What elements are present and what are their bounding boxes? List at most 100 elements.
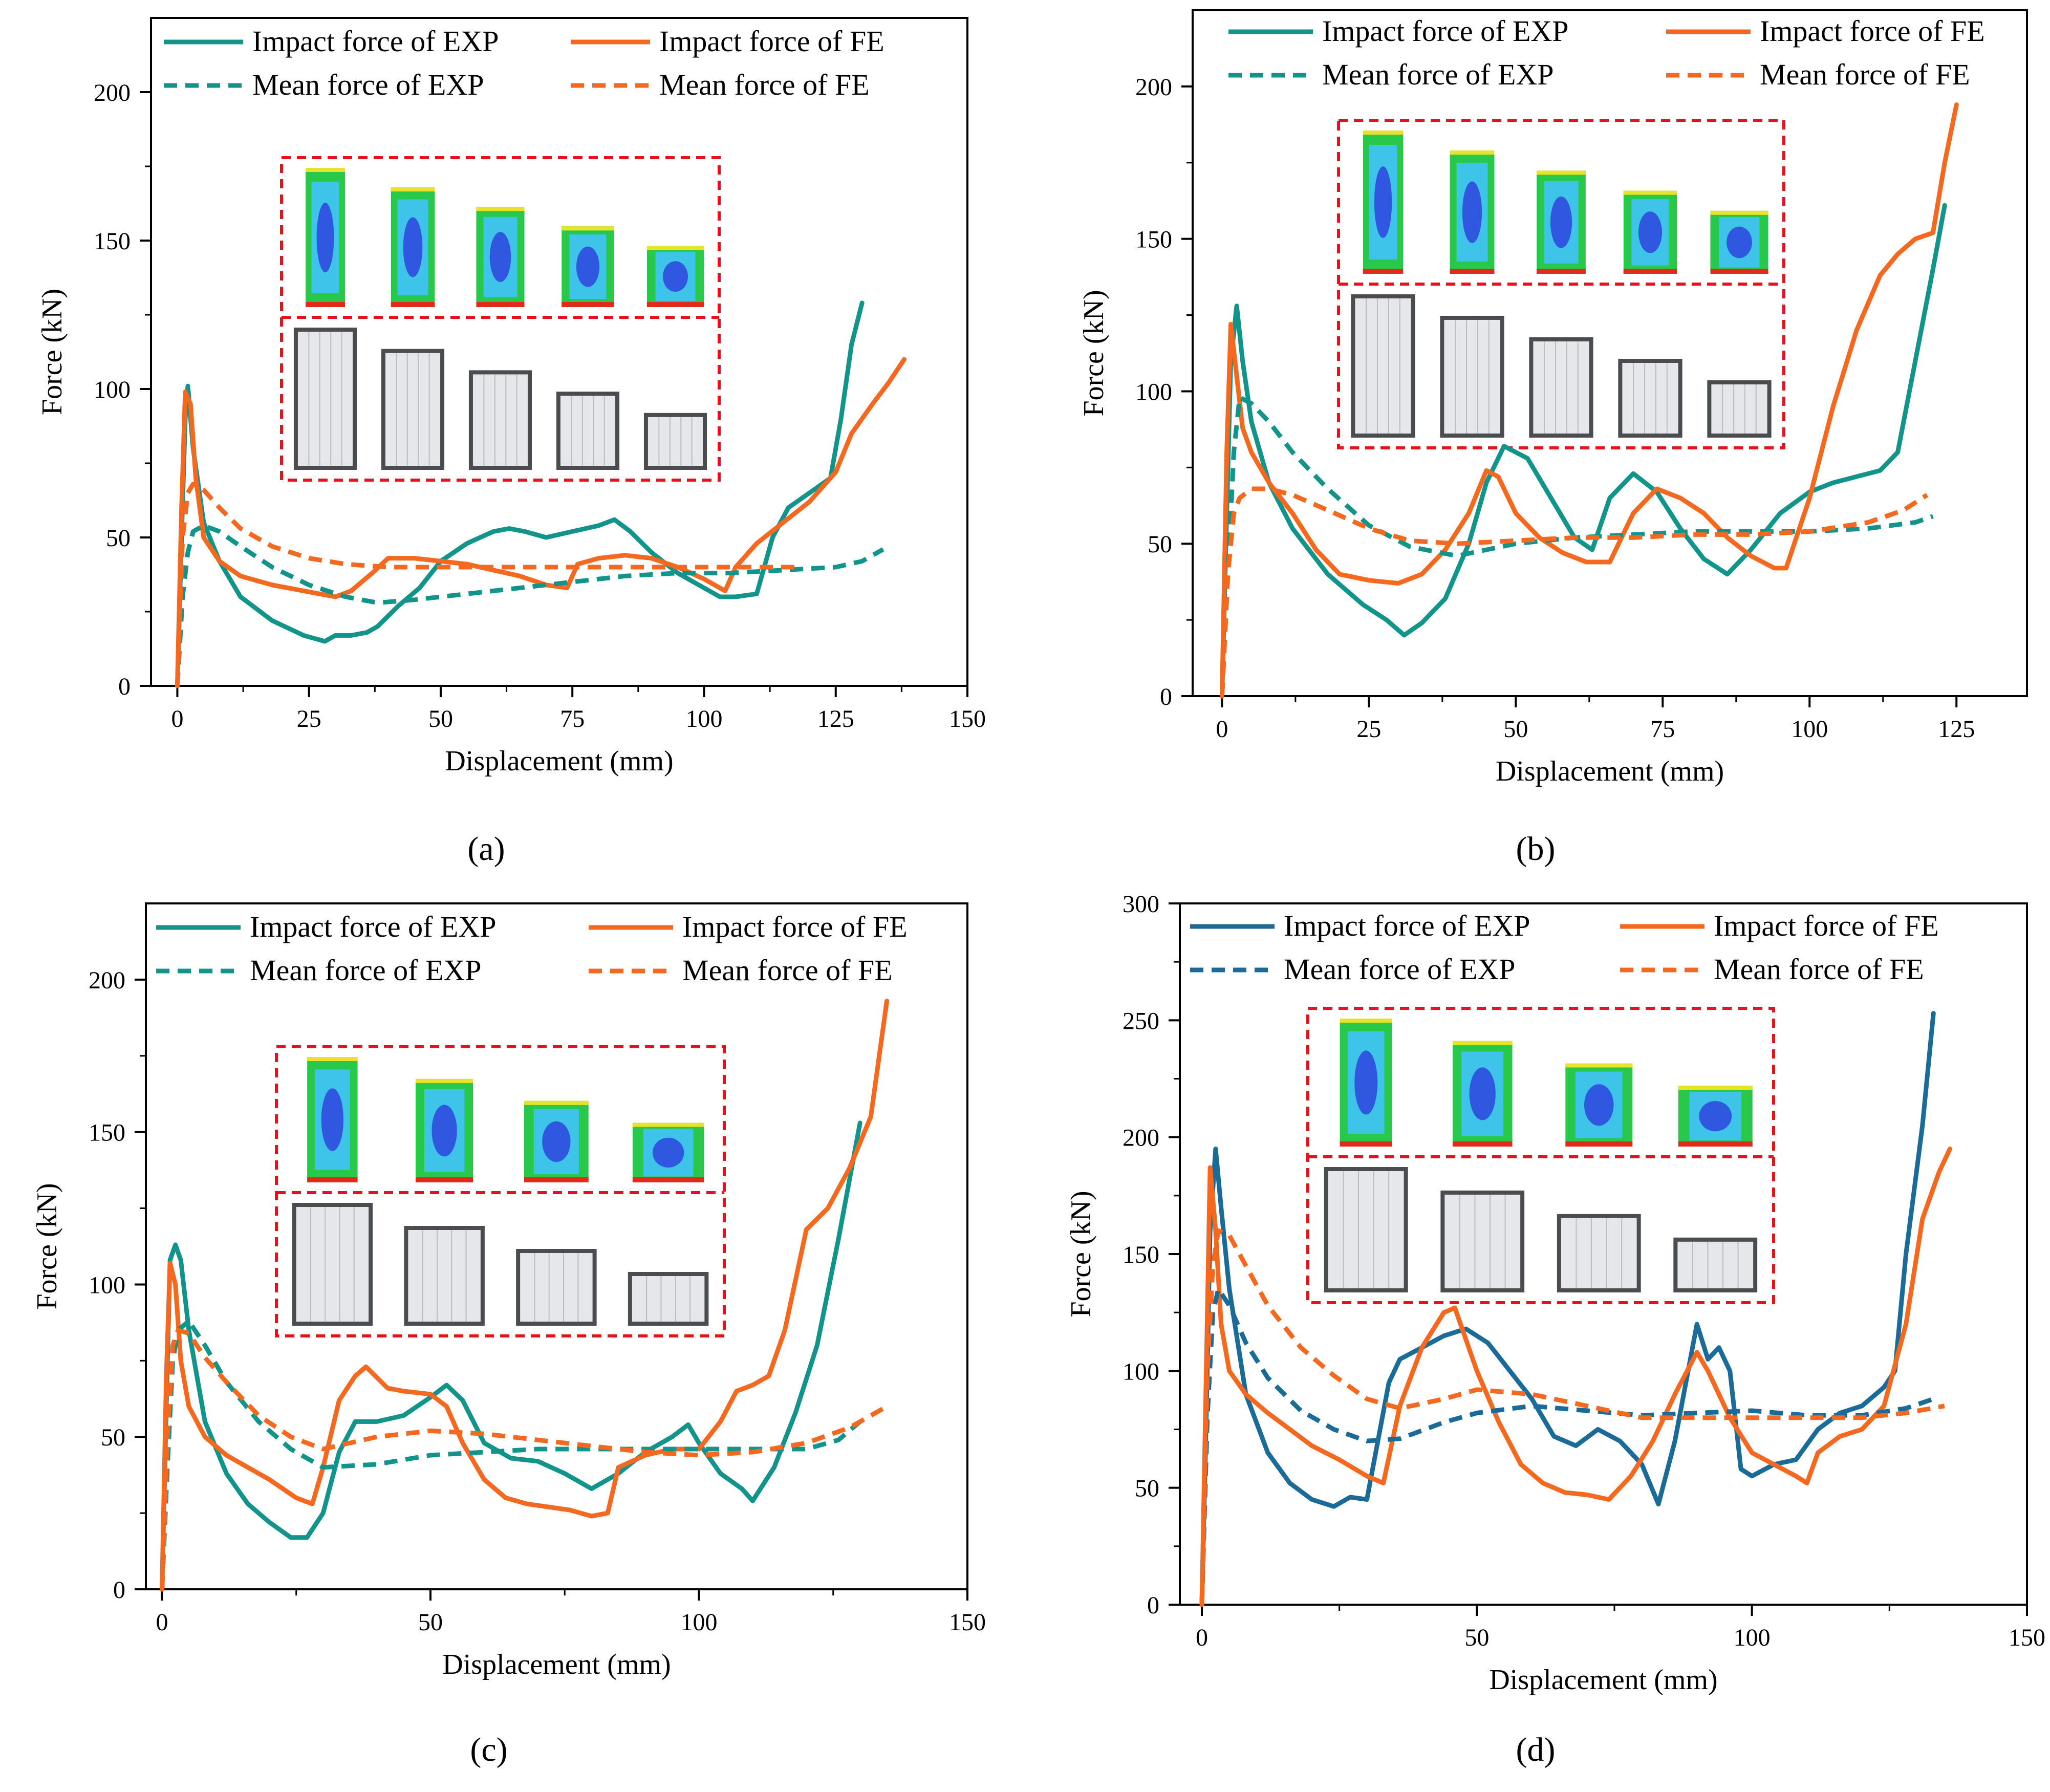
specimen-photo-stage-2 <box>404 1226 485 1326</box>
fe-contour-stage-3 <box>1537 170 1586 274</box>
y-tick-label: 150 <box>1135 226 1172 253</box>
fe-contour-top <box>1623 190 1677 195</box>
fe-contour-core <box>1699 1100 1732 1132</box>
fe-contour-core <box>1354 1050 1378 1115</box>
x-axis-title: Displacement (mm) <box>1496 755 1724 787</box>
x-tick-label: 150 <box>949 1609 986 1636</box>
fe-contour-stage-4 <box>1623 190 1677 274</box>
fe-contour-stage-3 <box>524 1100 589 1182</box>
fe-contour-edge <box>306 302 345 307</box>
fe-contour-stage-1 <box>1340 1019 1392 1147</box>
fe-contour-stage-1 <box>306 168 345 307</box>
photo-specimen <box>1328 1171 1404 1288</box>
photo-specimen <box>1711 384 1767 434</box>
photo-specimen <box>1561 1218 1637 1288</box>
x-tick-label: 0 <box>1196 1624 1208 1651</box>
panel-label: (b) <box>1516 830 1556 868</box>
x-tick-label: 50 <box>1503 716 1528 743</box>
photo-specimen <box>632 1276 705 1322</box>
fe-contour-top <box>1340 1019 1392 1023</box>
y-tick-label: 100 <box>1135 378 1172 405</box>
fe-contour-core <box>1462 181 1482 243</box>
photo-specimen <box>1622 363 1678 434</box>
deformation-inset <box>275 1045 726 1337</box>
y-tick-label: 100 <box>89 1271 125 1299</box>
chart-panel-c: 0 50 100 150 0 50 100 150 200 Displacement (mm) Fo… <box>31 902 986 1768</box>
photo-specimen <box>648 417 703 466</box>
legend-label: Mean force of FE <box>682 954 893 987</box>
series-line-mean-force-of-fe <box>160 1328 888 1590</box>
y-tick-label: 100 <box>1123 1358 1159 1385</box>
legend-label: Mean force of EXP <box>252 68 484 101</box>
fe-contour-top <box>646 246 704 250</box>
legend-label: Impact force of FE <box>1760 14 1985 48</box>
x-tick-label: 150 <box>2009 1624 2045 1651</box>
fe-contour-edge <box>1537 269 1586 274</box>
series-line-mean-force-of-fe <box>1219 486 1929 697</box>
photo-specimen <box>385 353 441 466</box>
y-tick-label: 150 <box>1123 1241 1159 1268</box>
fe-contour-top <box>1452 1041 1513 1045</box>
specimen-photo-stage-1 <box>293 328 357 470</box>
x-tick-label: 100 <box>1791 716 1828 743</box>
legend-label: Impact force of EXP <box>250 910 497 943</box>
fe-contour-stage-4 <box>632 1122 704 1182</box>
y-tick-label: 150 <box>94 228 131 255</box>
panel-label: (d) <box>1516 1731 1556 1768</box>
fe-contour-core <box>663 261 688 292</box>
y-tick-label: 0 <box>118 673 131 700</box>
legend-label: Mean force of EXP <box>1284 953 1516 986</box>
x-tick-label: 100 <box>1734 1624 1771 1651</box>
legend-label: Mean force of EXP <box>250 954 482 987</box>
y-tick-label: 200 <box>89 967 125 994</box>
y-tick-label: 50 <box>101 1424 125 1451</box>
x-tick-label: 25 <box>297 705 321 732</box>
legend: Impact force of EXP Impact force of FE Mea… <box>1228 14 1985 91</box>
fe-contour-edge <box>1565 1141 1633 1147</box>
fe-contour-top <box>476 207 525 211</box>
fe-contour-edge <box>646 302 704 307</box>
specimen-photo-stage-2 <box>381 349 445 470</box>
legend: Impact force of EXP Impact force of FE Mea… <box>156 910 908 987</box>
x-tick-label: 50 <box>428 705 453 732</box>
y-tick-label: 0 <box>1147 1592 1159 1619</box>
photo-specimen <box>296 1207 369 1322</box>
fe-contour-stage-2 <box>391 187 435 307</box>
specimen-photo-stage-4 <box>556 392 620 470</box>
fe-contour-core <box>1727 226 1752 258</box>
specimen-photo-stage-4 <box>1673 1237 1758 1292</box>
series-line-mean-force-of-exp <box>175 523 884 686</box>
photo-specimen <box>408 1230 481 1322</box>
y-axis-title: Force (kN) <box>36 289 68 415</box>
specimen-photo-stage-3 <box>468 370 532 470</box>
legend-label: Mean force of FE <box>659 68 870 101</box>
x-tick-label: 0 <box>171 705 183 732</box>
x-axis-title: Displacement (mm) <box>445 745 673 777</box>
legend-label: Impact force of FE <box>1714 909 1939 942</box>
fe-contour-core <box>1374 166 1392 238</box>
fe-contour-stage-5 <box>646 246 704 307</box>
y-tick-label: 50 <box>1135 1475 1159 1502</box>
fe-contour-core <box>652 1137 684 1168</box>
specimen-photo-stage-2 <box>1440 316 1504 438</box>
x-tick-label: 0 <box>156 1609 168 1636</box>
x-tick-label: 150 <box>949 705 986 732</box>
x-tick-label: 75 <box>560 705 585 732</box>
fe-contour-stage-5 <box>1710 210 1768 274</box>
fe-contour-core <box>576 246 600 287</box>
series-line-mean-force-of-fe <box>175 482 799 686</box>
series-line-impact-force-of-fe <box>175 357 907 688</box>
fe-contour-top <box>416 1078 473 1083</box>
fe-contour-edge <box>476 302 525 307</box>
fe-contour-top <box>1363 131 1404 135</box>
fe-contour-core <box>431 1105 457 1157</box>
fe-contour-top <box>391 187 435 192</box>
fe-contour-top <box>632 1122 704 1127</box>
specimen-photo-stage-1 <box>1351 294 1415 438</box>
x-tick-label: 75 <box>1650 716 1675 743</box>
fe-contour-core <box>403 217 423 277</box>
y-axis-title: Force (kN) <box>1065 1191 1097 1317</box>
x-tick-label: 50 <box>1464 1624 1489 1651</box>
fe-contour-core <box>1550 196 1572 248</box>
